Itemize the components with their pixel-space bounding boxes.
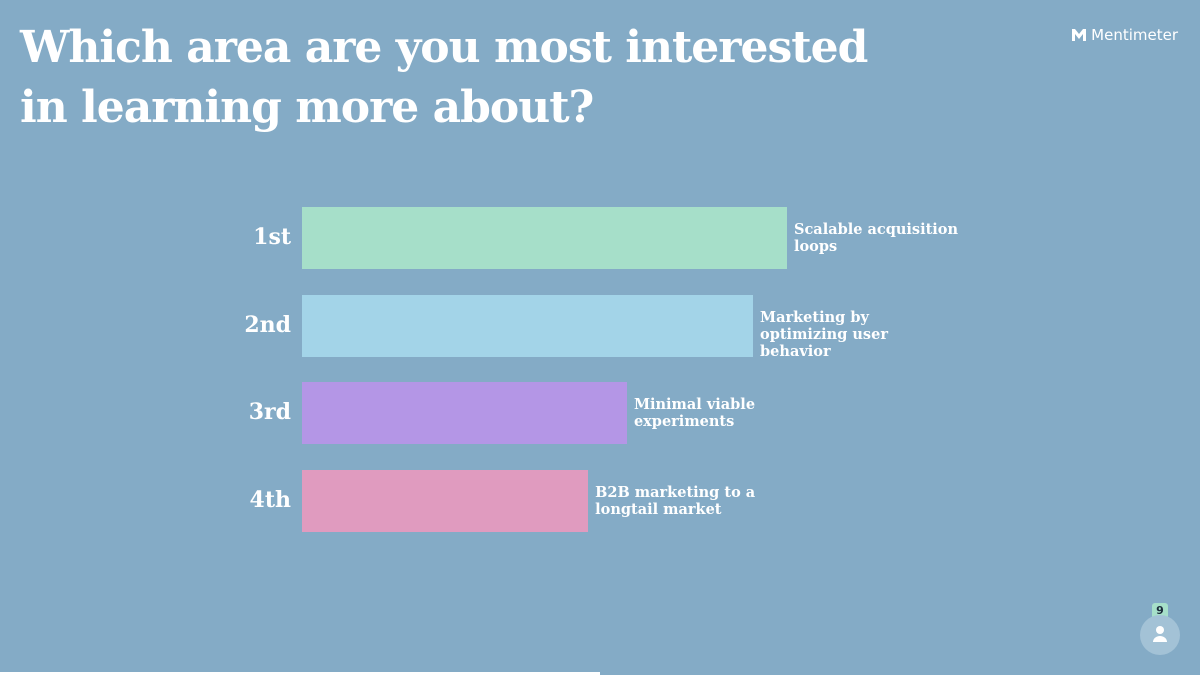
rank-label: 4th	[249, 486, 291, 513]
bar-label: Marketing by optimizing user behavior	[760, 308, 888, 360]
bar	[302, 382, 627, 444]
bar	[302, 294, 754, 357]
bar	[302, 207, 787, 269]
brand-name: Mentimeter	[1091, 26, 1178, 44]
chart-title: Which area are you most interested in le…	[20, 22, 868, 133]
brand-logo	[1072, 29, 1087, 41]
participant-icon	[1140, 615, 1180, 655]
bar	[302, 469, 589, 532]
rank-label: 1st	[253, 224, 291, 250]
rank-label: 2nd	[244, 311, 291, 338]
brand: Mentimeter	[1072, 26, 1178, 44]
progress-bar	[0, 672, 600, 675]
bar-label: B2B marketing to a longtail market	[595, 483, 756, 518]
avatar-glyph	[1153, 626, 1167, 642]
bar-label: Scalable acquisition loops	[794, 221, 959, 255]
bar-label: Minimal viable experiments	[633, 396, 756, 430]
rank-label: 3rd	[248, 399, 291, 425]
